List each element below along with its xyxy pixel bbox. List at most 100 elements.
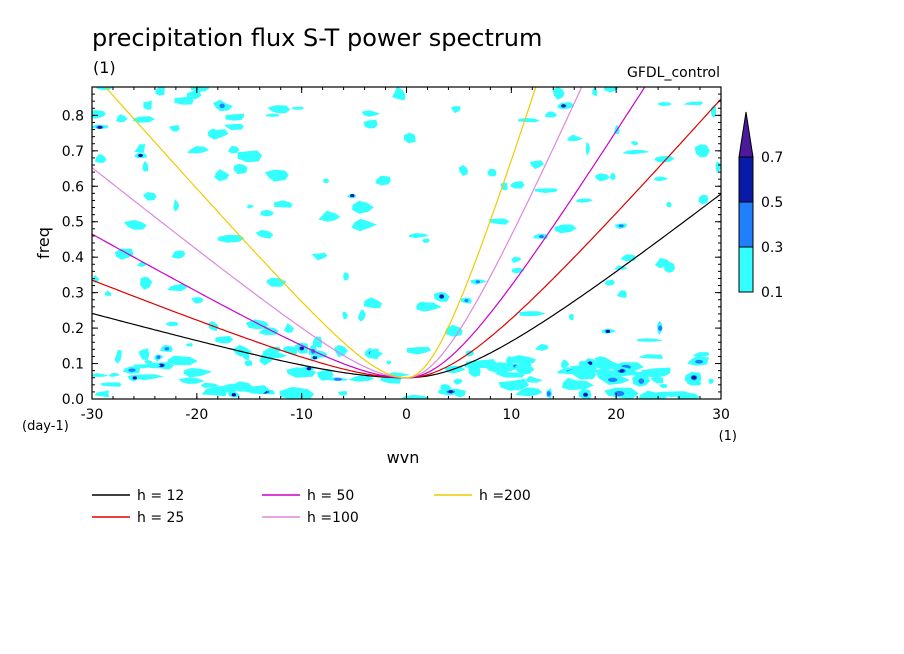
contour-patch (464, 299, 469, 303)
contour-patch (311, 252, 328, 261)
contour-patch (140, 276, 153, 290)
contour-patch (583, 393, 588, 397)
contour-patch (258, 327, 279, 336)
contour-patch (306, 367, 312, 371)
dispersion-line (104, 87, 537, 379)
legend-label: h = 50 (307, 488, 354, 504)
contour-patch (363, 297, 382, 309)
y-axis-label: freq (34, 227, 53, 259)
chart-title: precipitation flux S-T power spectrum (92, 24, 542, 52)
contour-patch (292, 106, 305, 110)
y-tick-label: 0.0 (62, 392, 84, 408)
contour-patch (654, 257, 670, 269)
contour-patch (186, 90, 202, 100)
contour-patch (244, 360, 253, 367)
y-tick-label: 0.4 (62, 250, 84, 266)
contour-patch (123, 220, 147, 230)
contour-patch (171, 250, 186, 259)
contour-patch (284, 323, 294, 333)
y-tick-label: 0.1 (62, 357, 84, 373)
contour-patch (363, 119, 378, 129)
contour-patch (529, 160, 544, 170)
y-tick-label: 0.8 (62, 108, 84, 124)
contour-patch (186, 146, 209, 154)
legend-label: h =100 (307, 510, 359, 526)
contour-patch (546, 391, 551, 397)
contour-patch (638, 390, 668, 399)
contour-patch (342, 311, 348, 320)
contour-patch (561, 359, 570, 369)
contour-patch (691, 376, 697, 380)
dispersion-line (92, 87, 646, 379)
contour-patch (605, 329, 610, 334)
contour-patch (534, 188, 558, 193)
contour-patch (392, 87, 406, 101)
contour-patch (401, 394, 430, 399)
contour-patch (265, 169, 289, 182)
contour-patch (104, 290, 112, 296)
contour-patch (603, 87, 619, 93)
contour-patch (352, 200, 374, 214)
contour-patch (143, 100, 152, 110)
contour-patch (318, 210, 341, 222)
contour-patch (465, 350, 475, 357)
colorbar-extend (738, 111, 754, 158)
y-units-label: (day-1) (22, 419, 69, 434)
contour-patch (535, 343, 549, 351)
contour-field (92, 87, 721, 399)
contour-patch (190, 87, 210, 92)
contour-patch (568, 313, 574, 321)
contour-patch (351, 218, 378, 232)
colorbar-segment (738, 246, 754, 293)
contour-patch (636, 338, 664, 342)
y-tick-label: 0.6 (62, 179, 84, 195)
contour-patch (237, 150, 262, 163)
contour-patch (453, 378, 463, 385)
contour-patch (178, 377, 205, 384)
contour-patch (683, 101, 703, 106)
contour-patch (694, 144, 710, 158)
contour-patch (114, 349, 122, 364)
contour-patch (191, 297, 204, 304)
contour-patch (511, 257, 522, 263)
dataset-label: GFDL_control (627, 65, 720, 81)
contour-patch (128, 368, 136, 372)
contour-patch (108, 373, 120, 377)
contour-patch (299, 346, 304, 350)
contour-patch (201, 382, 220, 388)
contour-patch (592, 87, 598, 97)
contour-patch (422, 238, 430, 243)
contour-patch (488, 218, 510, 225)
x-tick-label: -20 (185, 407, 208, 423)
contour-patch (94, 390, 110, 398)
contour-patch (343, 272, 349, 281)
contour-patch (97, 125, 103, 129)
contour-patch (686, 380, 702, 386)
colorbar: 0.7 0.5 0.3 0.1 (738, 111, 783, 301)
contour-patch (517, 117, 540, 123)
contour-patch (630, 141, 638, 146)
x-tick-label: -30 (81, 407, 104, 423)
contour-patch (167, 355, 198, 366)
contour-patch (650, 376, 664, 384)
contour-patch (539, 235, 544, 239)
colorbar-segment (738, 156, 754, 203)
contour-patch (134, 144, 146, 153)
contour-patch (94, 154, 107, 163)
x-tick-label: 0 (402, 407, 411, 423)
contour-patch (640, 367, 671, 378)
contour-patch (183, 368, 213, 378)
colorbar-label: 0.7 (761, 150, 783, 166)
contour-patch (620, 254, 637, 262)
contour-patch (135, 374, 164, 381)
colorbar-label: 0.3 (761, 240, 783, 256)
contour-patch (225, 113, 245, 121)
colorbar-label: 0.5 (761, 195, 783, 211)
contour-patch (173, 199, 180, 212)
contour-patch (232, 344, 252, 357)
contour-patch (695, 359, 704, 364)
contour-patch (164, 347, 170, 351)
contour-patch (313, 336, 323, 349)
contour-patch (715, 161, 721, 173)
y-tick-label: 0.2 (62, 321, 84, 337)
